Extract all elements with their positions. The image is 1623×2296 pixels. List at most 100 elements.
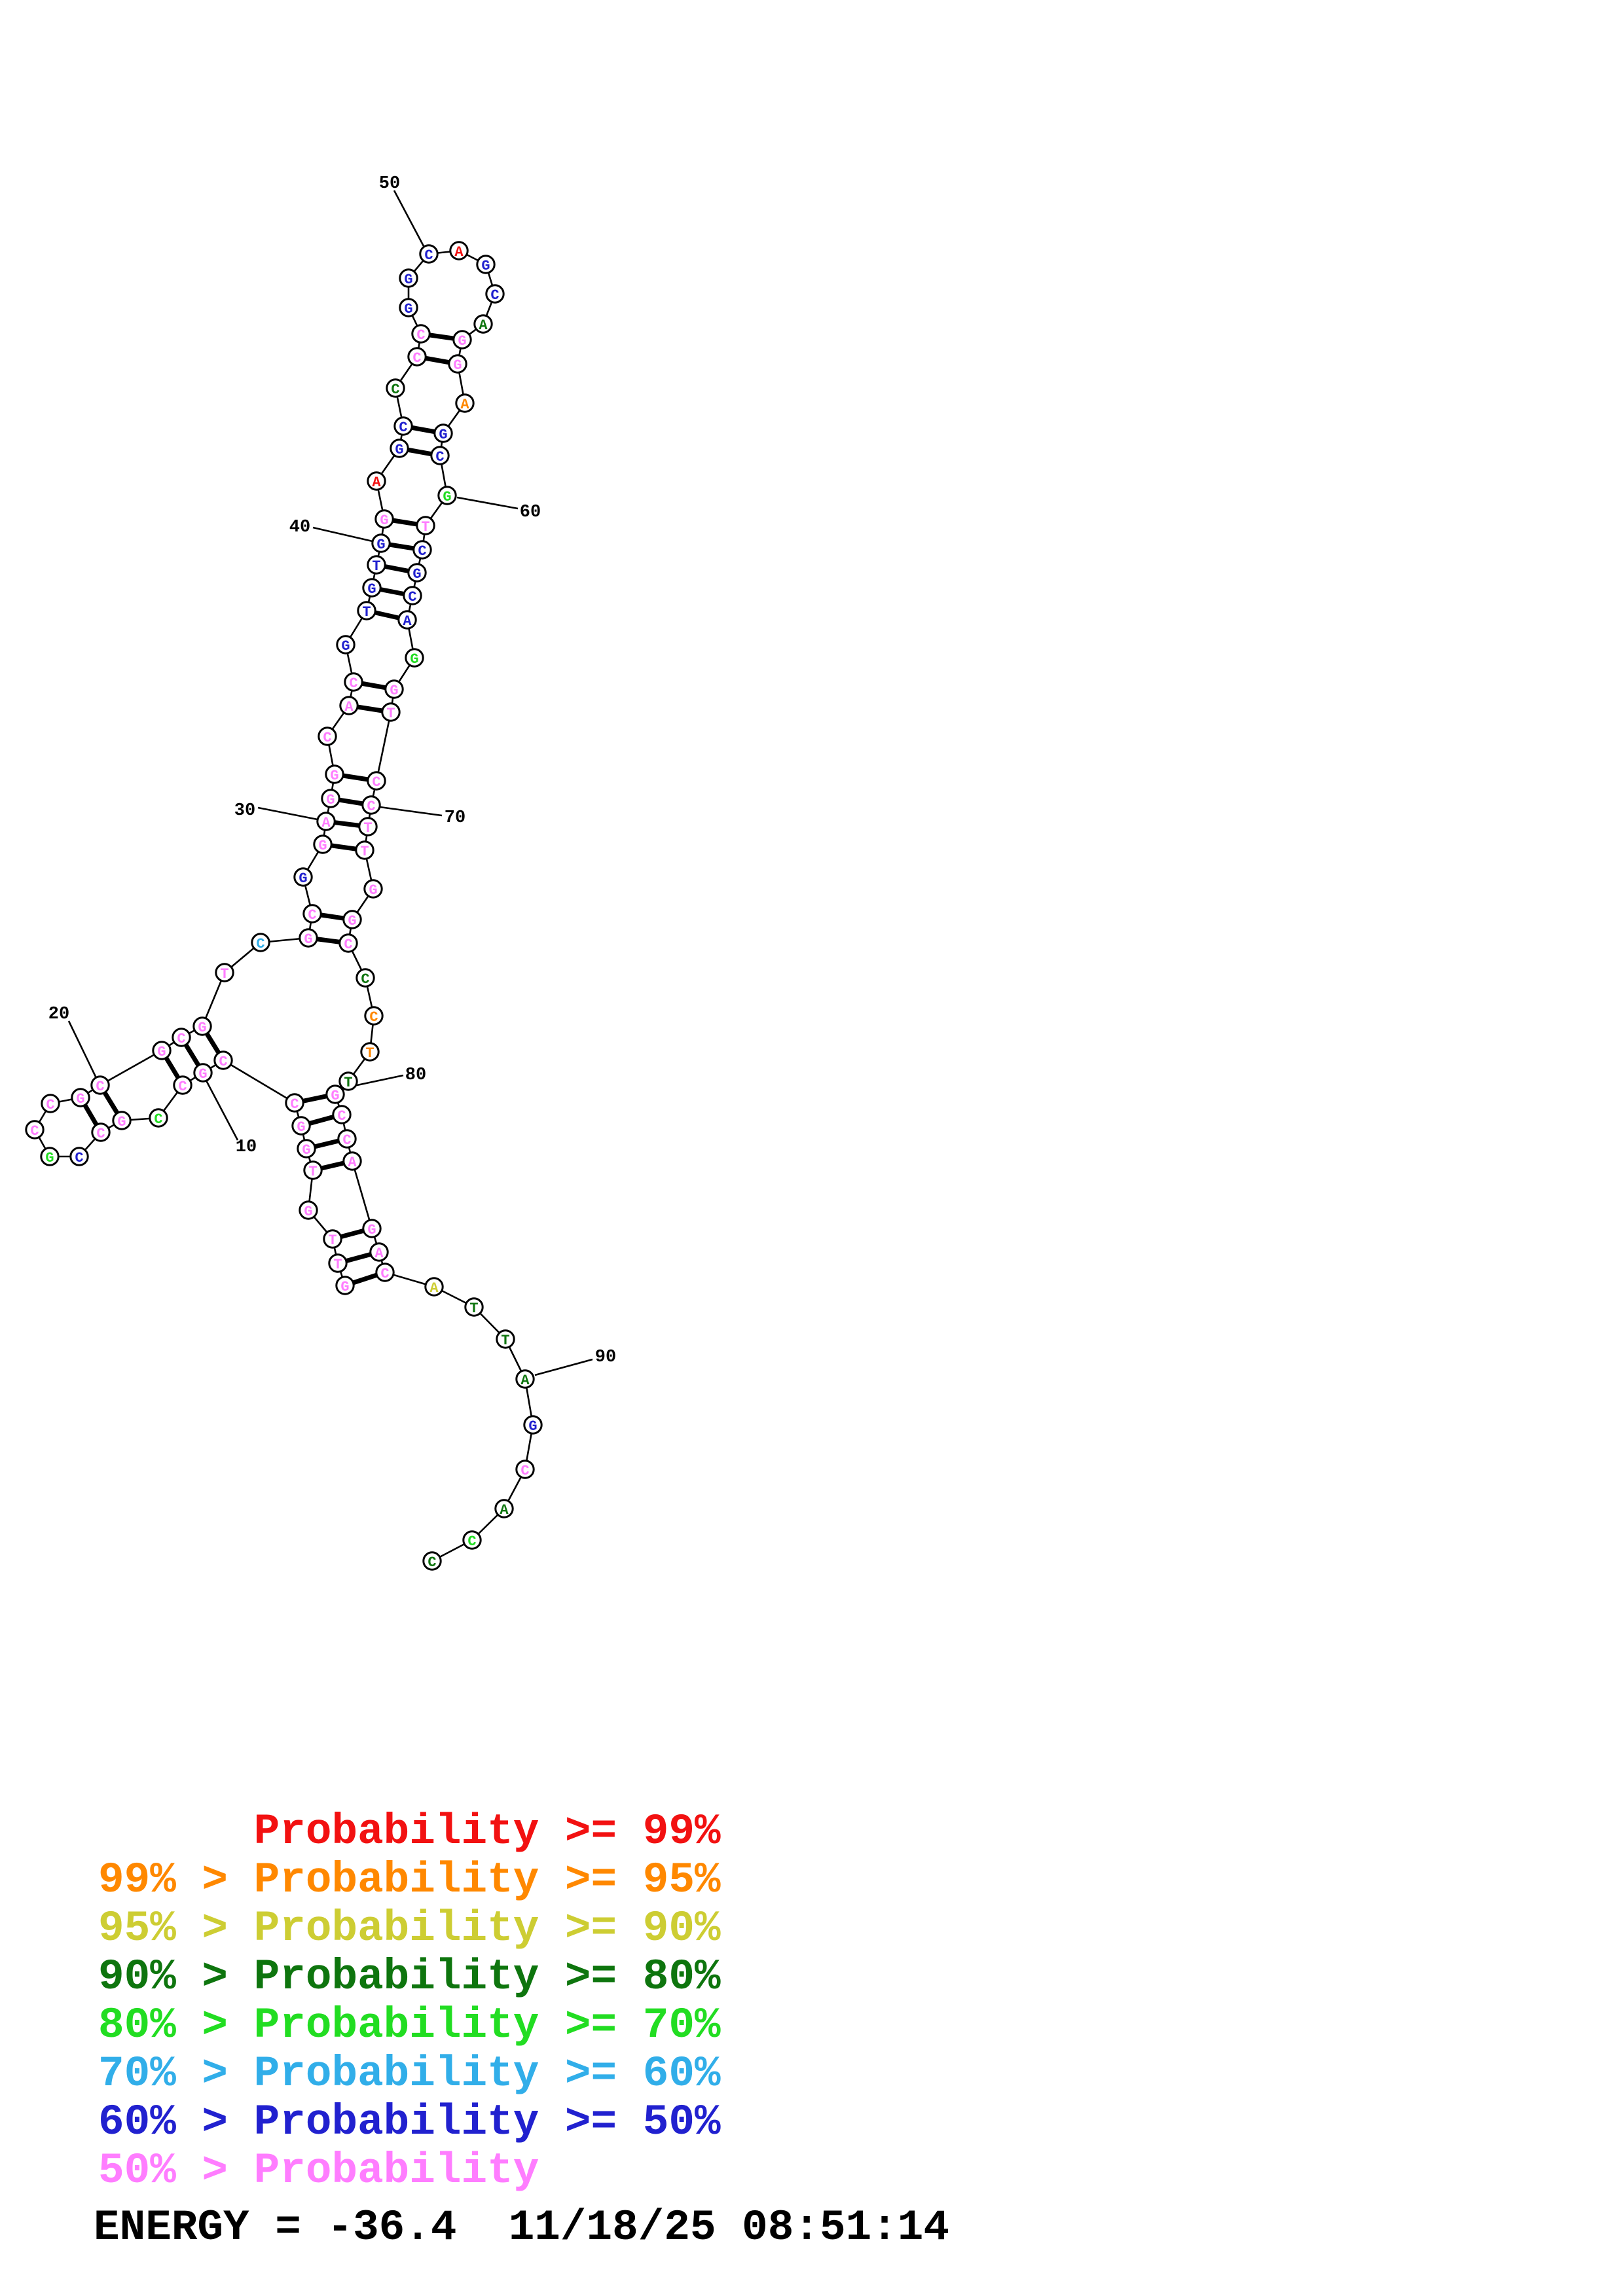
nucleotide-circle — [335, 1276, 355, 1295]
nucleotide-circle — [367, 771, 386, 791]
nucleotide-circle — [192, 1016, 212, 1036]
nucleotide-letter: T — [363, 820, 372, 836]
nucleotide-letter: G — [348, 913, 356, 929]
nucleotide-circle — [285, 1093, 304, 1113]
legend-row-70: 80% > Probability >= 70% — [98, 2001, 721, 2050]
nucleotide-circle — [152, 1041, 172, 1060]
nucleotide-circle — [403, 586, 422, 605]
nucleotide-letter: G — [458, 333, 466, 350]
energy-line: ENERGY = -36.4 11/18/25 08:51:14 — [94, 2203, 950, 2252]
position-label: 20 — [48, 1005, 69, 1024]
nucleotide-circle — [399, 268, 418, 288]
nucleotide-circle — [523, 1415, 543, 1435]
legend-row-50: 60% > Probability >= 50% — [98, 2098, 721, 2147]
nucleotide-circle — [303, 1160, 323, 1180]
nucleotide-letter: C — [154, 1111, 162, 1128]
position-label: 10 — [236, 1138, 257, 1157]
nucleotide-letter: A — [454, 244, 464, 260]
probability-legend: Probability >= 99% 99% > Probability >= … — [98, 1808, 721, 2195]
nucleotide-letter: C — [46, 1097, 54, 1113]
nucleotide-letter: G — [369, 882, 377, 899]
nucleotide-circle — [172, 1028, 191, 1047]
nucleotide-letter: A — [372, 475, 381, 491]
nucleotide-letter: G — [340, 1279, 349, 1295]
nucleotide-circle — [344, 672, 363, 692]
nucleotide-circle — [332, 1105, 352, 1124]
position-label: 50 — [379, 174, 400, 194]
nucleotide-letter: T — [344, 1075, 352, 1091]
nucleotide-letter: G — [380, 512, 388, 529]
nucleotide-letter: T — [386, 706, 395, 722]
nucleotide-circle — [399, 298, 418, 317]
nucleotide-letter: A — [374, 1246, 384, 1262]
legend-row-80: 90% > Probability >= 80% — [98, 1952, 721, 2001]
nucleotide-letter: G — [367, 581, 376, 598]
nucleotide-letter: C — [391, 382, 399, 398]
nucleotide-circle — [302, 904, 322, 924]
nucleotide-circle — [213, 1050, 233, 1070]
nucleotide-circle — [337, 1129, 357, 1149]
nucleotide-circle — [338, 933, 358, 953]
legend-row-90: 95% > Probability >= 90% — [98, 1904, 721, 1953]
nucleotide-circle — [360, 1042, 380, 1062]
nucleotide-circle — [293, 867, 313, 887]
nucleotide-circle — [515, 1460, 535, 1479]
nucleotide-letter: C — [342, 1132, 351, 1149]
nucleotide-circle — [299, 1200, 318, 1220]
nucleotide-circle — [342, 1151, 362, 1171]
tick-leader-line — [67, 1020, 98, 1079]
nucleotide-letter: T — [501, 1333, 509, 1349]
nucleotide-circle — [362, 578, 382, 598]
backbone-segment — [351, 1160, 373, 1229]
nucleotide-circle — [424, 1277, 444, 1297]
nucleotide-circle — [41, 1094, 60, 1113]
nucleotide-circle — [339, 696, 359, 715]
nucleotide-circle — [328, 1253, 348, 1273]
legend-row-99: Probability >= 99% — [98, 1807, 721, 1856]
nucleotide-letter: A — [460, 397, 469, 413]
nucleotide-letter: G — [404, 272, 412, 288]
nucleotide-letter: G — [297, 1119, 305, 1136]
nucleotide-circle — [71, 1088, 90, 1107]
nucleotide-circle — [90, 1075, 110, 1095]
nucleotide-circle — [386, 378, 405, 398]
nucleotide-letter: C — [399, 420, 407, 436]
nucleotide-circle — [363, 879, 383, 899]
nucleotide-letter: G — [198, 1020, 206, 1036]
nucleotide-letter: C — [490, 287, 499, 304]
position-label: 90 — [595, 1348, 616, 1367]
nucleotide-letter: C — [75, 1150, 83, 1166]
nucleotide-circle — [473, 314, 493, 334]
nucleotide-circle — [313, 834, 333, 854]
nucleotide-circle — [251, 933, 270, 952]
nucleotide-letter: G — [453, 357, 462, 374]
nucleotide-circle — [407, 347, 427, 367]
nucleotide-circle — [375, 1263, 395, 1282]
tick-leader-line — [257, 806, 318, 821]
nucleotide-circle — [91, 1122, 111, 1142]
nucleotide-circle — [316, 812, 336, 831]
nucleotide-circle — [193, 1063, 213, 1083]
nucleotide-circle — [215, 963, 234, 982]
nucleotide-letter: G — [318, 838, 327, 854]
nucleotide-circle — [422, 1551, 442, 1571]
nucleotide-letter: G — [439, 427, 447, 443]
nucleotide-circle — [393, 416, 413, 436]
tick-leader-line — [393, 190, 425, 247]
nucleotide-letter: C — [256, 936, 264, 952]
nucleotide-letter: C — [380, 1266, 389, 1282]
nucleotide-letter: C — [467, 1534, 476, 1550]
nucleotide-letter: C — [96, 1079, 104, 1095]
nucleotide-circle — [69, 1147, 89, 1166]
nucleotide-circle — [112, 1111, 132, 1130]
nucleotide-circle — [323, 1229, 342, 1249]
nucleotide-letter: G — [302, 1142, 310, 1158]
nucleotide-letter: G — [304, 1204, 312, 1220]
label-leader-lines — [67, 190, 593, 1376]
nucleotide-circle — [325, 1085, 345, 1104]
nucleotide-circle — [40, 1147, 60, 1166]
nucleotide-letter: G — [76, 1091, 84, 1107]
nucleotide-letter: A — [321, 815, 331, 831]
nucleotide-letter: A — [500, 1502, 509, 1518]
